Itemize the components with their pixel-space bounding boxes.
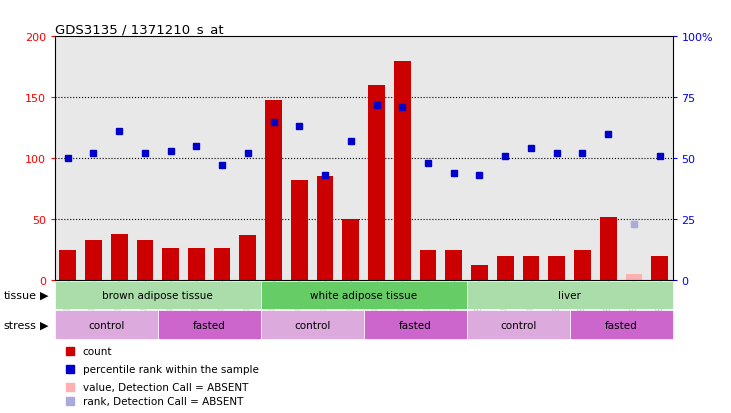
Text: control: control [500,320,537,330]
Text: liver: liver [558,290,581,300]
Bar [394,62,411,280]
Bar [574,250,591,280]
Bar [497,256,514,280]
Text: count: count [83,347,112,356]
Bar [471,266,488,280]
Bar [626,274,643,280]
Text: rank, Detection Call = ABSENT: rank, Detection Call = ABSENT [83,396,243,406]
Bar [55,281,261,310]
Bar [213,249,230,280]
Text: white adipose tissue: white adipose tissue [310,290,417,300]
Text: control: control [88,320,124,330]
Bar [420,250,436,280]
Text: fasted: fasted [605,320,637,330]
Bar [466,311,569,339]
Bar [261,311,363,339]
Bar [158,311,261,339]
Bar [85,240,102,280]
Bar [59,250,76,280]
Text: control: control [294,320,330,330]
Bar [466,281,673,310]
Bar [162,249,179,280]
Text: fasted: fasted [193,320,226,330]
Text: percentile rank within the sample: percentile rank within the sample [83,364,259,374]
Bar [265,100,282,280]
Text: ▶: ▶ [40,320,49,330]
Bar [111,234,127,280]
Bar [291,180,308,280]
Text: value, Detection Call = ABSENT: value, Detection Call = ABSENT [83,382,248,392]
Bar [569,311,673,339]
Bar [188,249,205,280]
Bar [445,250,462,280]
Bar [368,86,385,280]
Bar [240,235,257,280]
Bar [363,311,466,339]
Bar [137,240,154,280]
Text: stress: stress [4,320,37,330]
Bar [317,177,333,280]
Bar [548,256,565,280]
Text: GDS3135 / 1371210_s_at: GDS3135 / 1371210_s_at [55,23,224,36]
Bar [261,281,466,310]
Bar [523,256,539,280]
Text: brown adipose tissue: brown adipose tissue [102,290,213,300]
Text: tissue: tissue [4,290,37,300]
Text: ▶: ▶ [40,290,49,300]
Bar [342,220,359,280]
Bar [55,311,158,339]
Bar [600,217,616,280]
Bar [651,256,668,280]
Text: fasted: fasted [399,320,431,330]
